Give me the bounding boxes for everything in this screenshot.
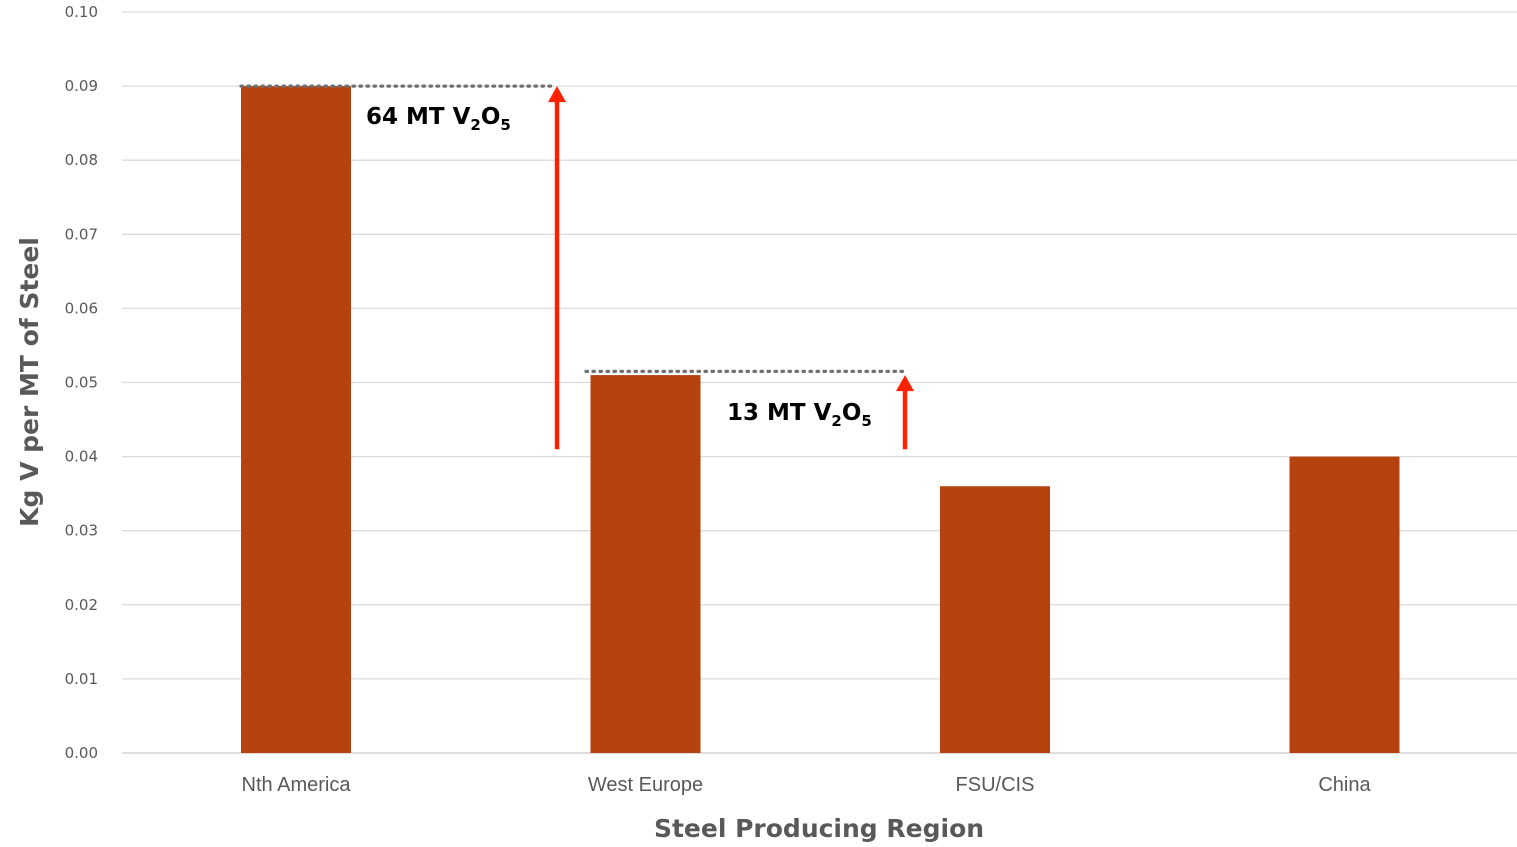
bar [1289,456,1400,753]
category-label: FSU/CIS [956,774,1035,796]
y-tick-label: 0.03 [65,522,98,540]
bars [241,86,1400,754]
y-tick-label: 0.08 [65,151,98,169]
annotation-label: 64 MT V2O5 [366,104,511,134]
bar [590,375,701,753]
category-label: West Europe [588,774,703,796]
category-labels: Nth America West Europe FSU/CIS China [242,774,1372,796]
arrow-head [896,375,914,392]
x-axis-title: Steel Producing Region [654,814,984,843]
y-axis-title: Kg V per MT of Steel [15,237,44,527]
y-tick-label: 0.00 [65,744,98,762]
y-tick-label: 0.07 [65,225,98,243]
y-tick-label: 0.02 [65,596,98,614]
category-label: China [1318,774,1371,796]
y-tick-label: 0.05 [65,374,98,392]
y-tick-label: 0.06 [65,299,98,317]
category-label: Nth America [242,774,352,796]
bar [241,86,351,754]
y-tick-label: 0.09 [65,77,98,95]
gridlines [122,11,1517,754]
arrow-head [548,86,566,103]
y-tick-label: 0.04 [65,448,98,466]
y-tick-label: 0.01 [65,670,98,688]
y-tick-label: 0.10 [65,3,98,21]
bar [940,486,1050,753]
annotations: 64 MT V2O5 13 MT V2O5 [239,84,914,450]
y-tick-labels: 0.00 0.01 0.02 0.03 0.04 0.05 0.06 0.07 0.08 0.09… [65,3,98,762]
annotation-label: 13 MT V2O5 [727,400,872,430]
